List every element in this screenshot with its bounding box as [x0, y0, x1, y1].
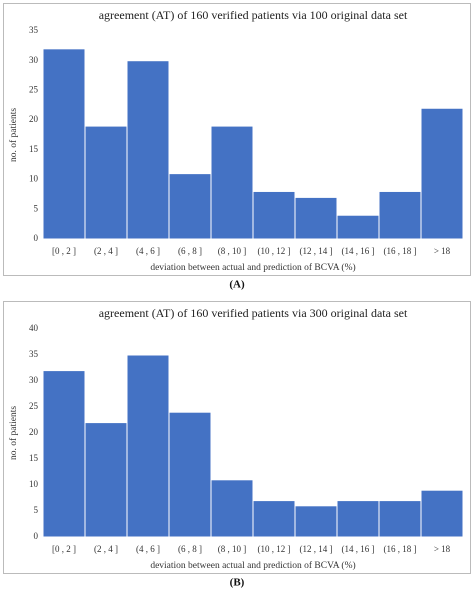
x-tick-label: (8 , 10 ] — [218, 246, 247, 256]
x-tick-label: > 18 — [434, 246, 451, 256]
bar — [42, 370, 86, 538]
y-tick-label: 25 — [29, 401, 39, 411]
y-tick-label: 35 — [29, 349, 39, 359]
y-tick-label: 10 — [29, 174, 39, 184]
x-tick-label: (16 , 18 ] — [384, 246, 417, 256]
y-tick-label: 35 — [29, 25, 39, 35]
bar — [84, 125, 128, 240]
x-tick-label: (10 , 12 ] — [258, 544, 291, 554]
chart-title: agreement (AT) of 160 verified patients … — [99, 306, 408, 320]
y-tick-label: 25 — [29, 84, 39, 94]
x-tick-label: (16 , 18 ] — [384, 544, 417, 554]
x-tick-label: > 18 — [434, 544, 451, 554]
bar — [126, 60, 170, 240]
bar — [336, 500, 380, 538]
x-tick-label: (12 , 14 ] — [300, 246, 333, 256]
bar — [378, 500, 422, 538]
x-tick-label: (12 , 14 ] — [300, 544, 333, 554]
bar — [420, 489, 464, 538]
y-tick-label: 30 — [29, 375, 39, 385]
y-tick-label: 5 — [34, 203, 39, 213]
bar — [42, 48, 86, 240]
y-tick-label: 15 — [29, 453, 39, 463]
y-tick-label: 0 — [34, 531, 39, 541]
x-tick-label: (4 , 6 ] — [136, 544, 160, 554]
x-tick-label: (4 , 6 ] — [136, 246, 160, 256]
panel-frame — [3, 3, 471, 276]
x-tick-label: (10 , 12 ] — [258, 246, 291, 256]
bar — [252, 190, 296, 240]
y-tick-label: 0 — [34, 233, 39, 243]
bar — [168, 173, 212, 240]
x-tick-label: (8 , 10 ] — [218, 544, 247, 554]
y-tick-label: 20 — [29, 427, 39, 437]
y-tick-label: 40 — [29, 323, 39, 333]
y-tick-label: 30 — [29, 55, 39, 65]
bar — [210, 479, 254, 538]
y-tick-label: 20 — [29, 114, 39, 124]
panel-frame — [3, 301, 471, 574]
x-axis-label: deviation between actual and prediction … — [150, 560, 355, 571]
y-tick-label: 15 — [29, 144, 39, 154]
x-tick-label: (2 , 4 ] — [94, 544, 118, 554]
bar — [84, 422, 128, 538]
x-axis-label: deviation between actual and prediction … — [150, 262, 355, 273]
y-axis-label: no. of patients — [8, 108, 19, 162]
bar — [294, 196, 338, 240]
bar — [168, 411, 212, 538]
y-axis-label: no. of patients — [8, 406, 19, 460]
x-tick-label: (14 , 16 ] — [342, 544, 375, 554]
y-tick-label: 10 — [29, 479, 39, 489]
x-tick-label: (2 , 4 ] — [94, 246, 118, 256]
bar — [378, 190, 422, 240]
x-tick-label: (14 , 16 ] — [342, 246, 375, 256]
chart-title: agreement (AT) of 160 verified patients … — [99, 8, 408, 22]
bar — [126, 354, 170, 538]
x-tick-label: [0 , 2 ] — [52, 246, 76, 256]
panel-label: (B) — [230, 577, 245, 589]
x-tick-label: (6 , 8 ] — [178, 246, 202, 256]
bar — [210, 125, 254, 240]
y-tick-label: 5 — [34, 505, 39, 515]
x-tick-label: [0 , 2 ] — [52, 544, 76, 554]
bar — [420, 107, 464, 240]
panel-label: (A) — [229, 279, 245, 291]
bar — [336, 214, 380, 240]
x-tick-label: (6 , 8 ] — [178, 544, 202, 554]
bar — [252, 500, 296, 538]
bar — [294, 505, 338, 538]
